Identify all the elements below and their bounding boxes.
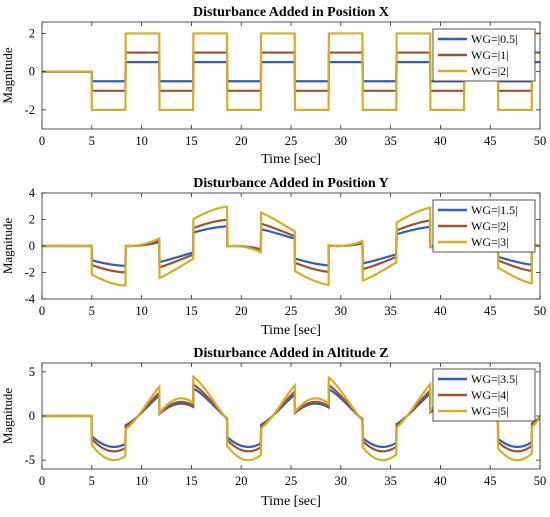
x-tick-label: 5 [89,134,95,148]
x-axis-label: Time [sec] [261,323,321,338]
y-tick-label: 2 [29,213,35,227]
series-line-3 [42,32,540,111]
x-tick-label: 50 [534,134,547,148]
x-tick-label: 45 [484,304,497,318]
legend-label: WG=|2| [471,64,509,78]
x-tick-label: 45 [484,474,497,488]
y-tick-label: 0 [29,239,35,253]
legend: WG=|1.5| WG=|2| WG=|3| [432,199,536,253]
x-tick-label: 20 [235,134,248,148]
x-axis-label: Time [sec] [261,494,321,509]
legend-label: WG=|3.5| [471,372,518,386]
x-tick-label: 0 [39,474,45,488]
x-tick-label: 10 [135,134,148,148]
x-tick-label: 30 [335,134,348,148]
chart-panel-2: Disturbance Added in Position Y0 5 10 15 20 2… [0,176,546,338]
x-tick-label: 35 [384,304,397,318]
x-tick-label: 40 [434,304,447,318]
x-tick-label: 20 [235,474,248,488]
legend-label: WG=|3| [471,235,509,249]
x-tick-label: 40 [434,474,447,488]
x-tick-label: 45 [484,134,497,148]
x-tick-label: 10 [135,474,148,488]
chart-title: Disturbance Added in Position Y [193,176,389,191]
y-tick-label: -4 [25,292,36,306]
x-tick-label: 50 [534,304,547,318]
x-tick-label: 40 [434,134,447,148]
y-axis-label: Magnitude [0,388,15,445]
x-tick-label: 50 [534,474,547,488]
legend-label: WG=|2| [471,219,509,233]
legend: WG=|0.5| WG=|1| WG=|2| [432,28,536,82]
y-axis-label: Magnitude [0,218,15,275]
legend: WG=|3.5| WG=|4| WG=|5| [432,368,536,422]
x-tick-label: 20 [235,304,248,318]
x-tick-label: 25 [285,304,298,318]
legend-label: WG=|1| [471,48,509,62]
x-tick-label: 5 [89,304,95,318]
x-tick-label: 25 [285,474,298,488]
x-tick-label: 5 [89,474,95,488]
x-tick-label: 15 [185,474,198,488]
y-axis-label: Magnitude [0,47,15,104]
y-tick-label: 5 [29,365,35,379]
y-tick-label: -2 [25,103,35,117]
y-tick-label: 4 [29,186,36,200]
x-axis-label: Time [sec] [261,152,321,167]
chart-panel-1: Disturbance Added in Position X0 5 10 15 20 2… [0,5,546,167]
x-tick-label: 30 [335,474,348,488]
x-tick-label: 35 [384,134,397,148]
x-tick-label: 25 [285,134,298,148]
legend-label: WG=|5| [471,404,509,418]
x-tick-label: 30 [335,304,348,318]
chart-title: Disturbance Added in Altitude Z [193,346,388,361]
x-tick-label: 15 [185,134,198,148]
y-tick-label: 0 [29,65,35,79]
x-tick-label: 0 [39,304,45,318]
legend-label: WG=|1.5| [471,203,518,217]
y-tick-label: -2 [25,266,35,280]
legend-label: WG=|0.5| [471,32,518,46]
chart-title: Disturbance Added in Position X [193,5,389,20]
x-tick-label: 35 [384,474,397,488]
y-tick-label: 2 [29,26,35,40]
legend-label: WG=|4| [471,388,509,402]
y-tick-label: 0 [29,409,35,423]
y-tick-label: -5 [25,453,35,467]
x-tick-label: 15 [185,304,198,318]
x-tick-label: 10 [135,304,148,318]
x-tick-label: 0 [39,134,45,148]
chart-panel-3: Disturbance Added in Altitude Z 0 5 10 15 20 2… [0,346,546,509]
